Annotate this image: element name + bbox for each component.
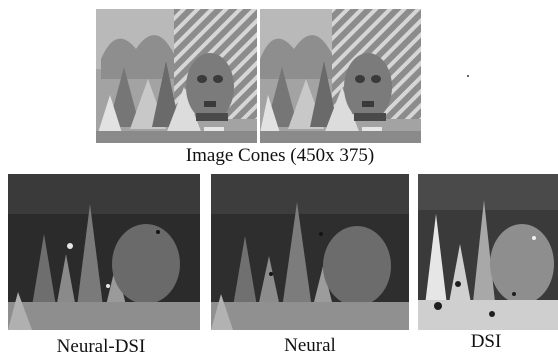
stray-dot <box>467 75 469 77</box>
neural-map <box>211 174 409 330</box>
dsi-map <box>418 174 558 330</box>
top-caption: Image Cones (450x 375) <box>185 145 375 166</box>
cones-left-photo <box>96 9 257 143</box>
cones-right-photo <box>260 9 421 143</box>
caption-dsi: DSI <box>470 331 502 352</box>
neural-dsi-map <box>8 174 200 330</box>
caption-neural-dsi: Neural-DSI <box>56 336 146 357</box>
caption-neural: Neural <box>284 335 336 356</box>
